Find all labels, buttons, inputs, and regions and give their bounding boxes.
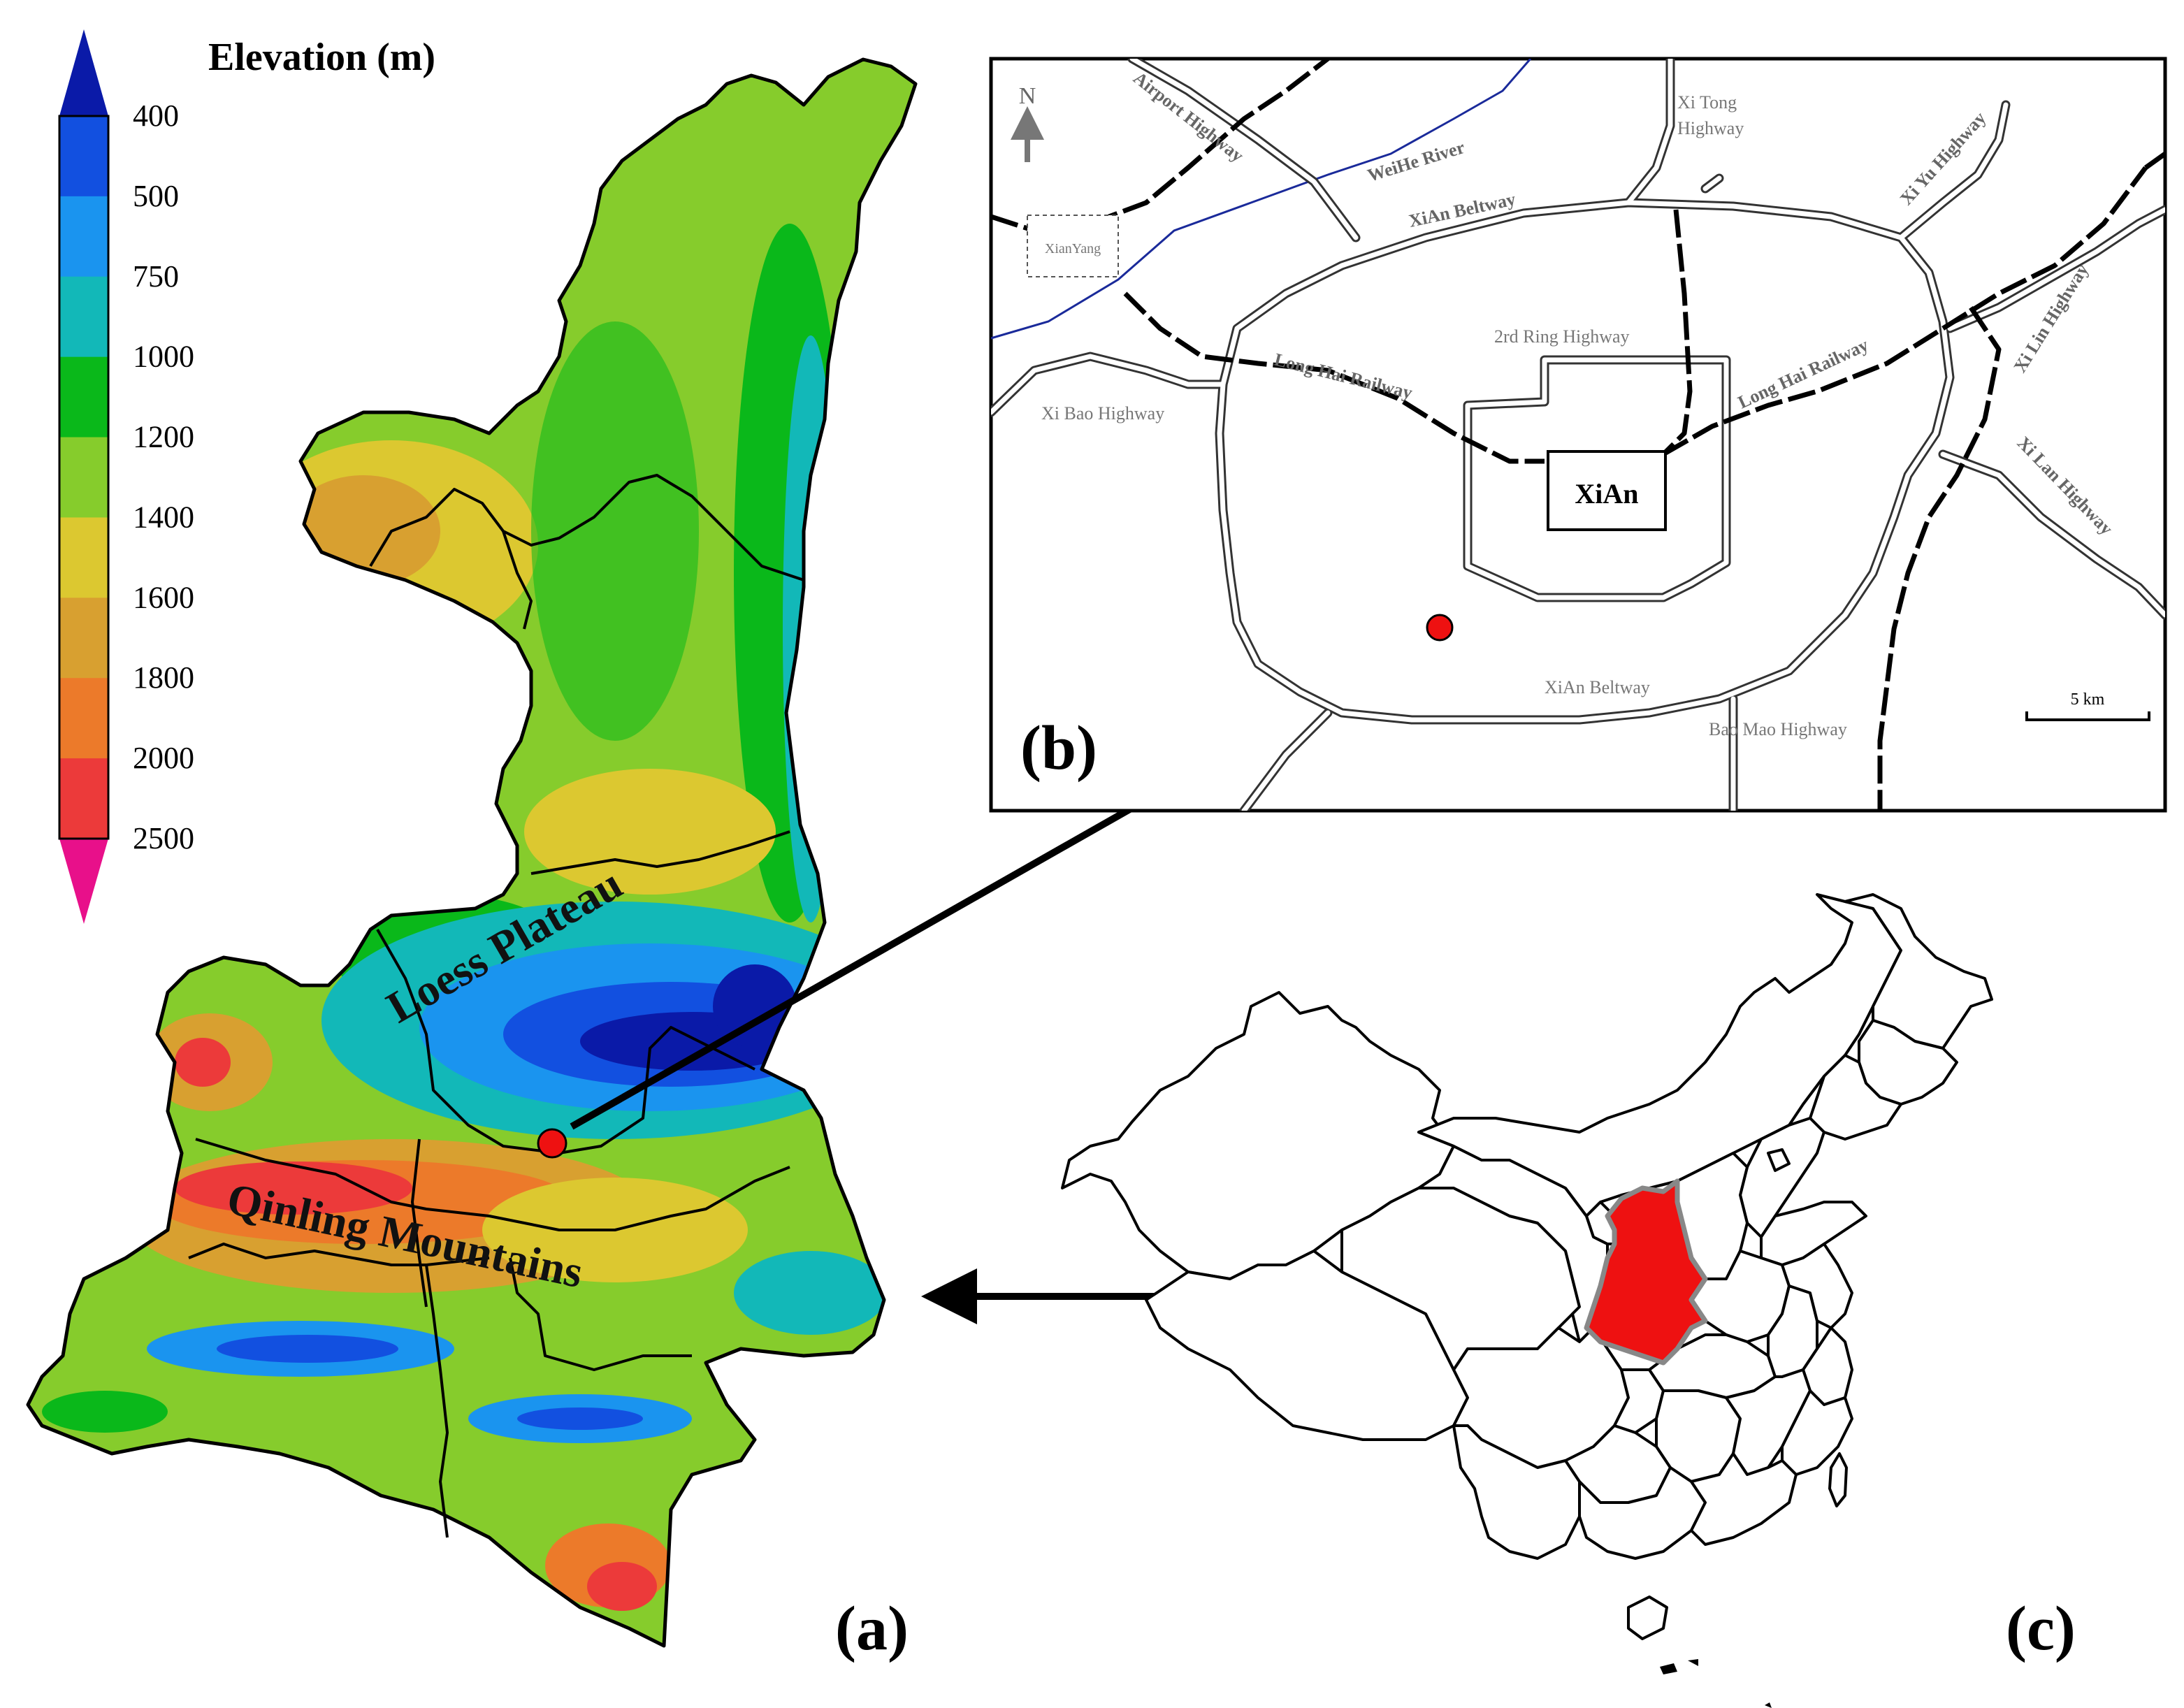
colorbar-tick-label: 2500 (133, 821, 194, 855)
panel-c-label: (c) (2006, 1594, 2076, 1663)
qinling-peaks (175, 1161, 412, 1215)
province-guangdong (1690, 1452, 1798, 1546)
xian-city-label: XiAn (1575, 478, 1638, 509)
highway-line-inner (991, 354, 1226, 415)
colorbar-top-triangle (59, 29, 108, 116)
panel-a-label: (a) (835, 1594, 909, 1663)
colorbar-tick-label: 1800 (133, 660, 194, 695)
panel-b-frame (989, 57, 2167, 813)
ankang-valley-core (517, 1407, 643, 1430)
highway-line-inner (1129, 59, 1359, 240)
province-jiangsu (1781, 1243, 1853, 1329)
province-shaanxi-highlight (1584, 1178, 1708, 1366)
hanzhong-valley-core (217, 1335, 398, 1363)
highways (991, 59, 2165, 811)
colorbar-tick-label: 1200 (133, 420, 194, 454)
north-label: N (1019, 83, 1036, 109)
highway-line-inner (1626, 59, 1673, 205)
highway-line-inner (1898, 102, 2009, 240)
label-xitong-2: Highway (1677, 118, 1744, 138)
highway-line-inner (1940, 451, 2165, 618)
colorbar-bottom-triangle (59, 839, 108, 924)
label-beltway-south: XiAn Beltway (1545, 677, 1650, 697)
xian-city-box (1547, 450, 1667, 531)
colorbar-tick-label: 2000 (133, 741, 194, 775)
southwest-valley (42, 1391, 168, 1433)
province-taiwan (1828, 1452, 1848, 1507)
colorbar-band (59, 116, 108, 197)
basin-east-lobe (713, 964, 797, 1048)
railway-line (1877, 306, 2002, 811)
scale-bar: 5 km (2025, 690, 2150, 721)
study-site-marker-b (1426, 614, 1454, 642)
colorbar-tick-label: 1600 (133, 580, 194, 614)
colorbar-tick-labels: 400 500 750 1000 1200 1400 1600 1800 2000 2500 (133, 99, 194, 855)
colorbar-tick-label: 1400 (133, 500, 194, 534)
colorbar-band (59, 598, 108, 679)
colorbar-tick-label: 750 (133, 259, 179, 294)
xianyang-label: XianYang (1045, 241, 1101, 256)
label-xitong-1: Xi Tong (1677, 92, 1737, 113)
elevation-colorbar: Elevation (m) 400 500 750 1000 1200 1400 1600 1… (58, 29, 435, 924)
colorbar-tick-label: 1000 (133, 340, 194, 374)
colorbar-band (59, 196, 108, 277)
province-yunnan (1452, 1424, 1581, 1560)
colorbar-band (59, 276, 108, 358)
highway-line-inner (1702, 175, 1722, 191)
panel-b-road-map: XiAn XianYang N 5 km Airport Highway Wei… (989, 57, 2167, 813)
railway-line (2143, 152, 2165, 170)
colorbar-bands (59, 116, 108, 839)
colorbar-band (59, 517, 108, 598)
colorbar-outline (58, 115, 110, 840)
colorbar-band (59, 437, 108, 518)
south-sea-islands (1660, 1659, 1772, 1708)
colorbar-band (59, 758, 108, 839)
label-ring2-highway: 2rd Ring Highway (1494, 326, 1630, 347)
colorbar-tick-label: 400 (133, 99, 179, 133)
panel-b-label: (b) (1020, 714, 1097, 783)
plateau-east-river (783, 335, 839, 922)
colorbar-band (59, 356, 108, 438)
railway-line (1662, 166, 2148, 457)
plateau-center-ridge (531, 321, 699, 741)
colorbar-tick-label: 500 (133, 179, 179, 213)
highway-line-inner (1465, 357, 1729, 600)
label-baomao-highway: Bao Mao Highway (1709, 719, 1847, 739)
highway-line-inner (1217, 200, 1953, 723)
railway-line (1123, 291, 1545, 464)
plateau-south-ridge (524, 769, 776, 895)
panel-c-china-map: (c) (1061, 893, 2076, 1708)
colorbar-band (59, 678, 108, 759)
province-beijing (1767, 1148, 1791, 1172)
east-valley (734, 1251, 888, 1335)
label-xibao-highway: Xi Bao Highway (1041, 403, 1164, 424)
highway-line-inner (1241, 710, 1331, 811)
west-highland-peak (175, 1038, 231, 1087)
study-site-marker (537, 1128, 567, 1159)
highway-line-inner (1947, 207, 2165, 331)
shaanxi-outline (26, 57, 918, 1648)
province-heilongjiang (1844, 893, 1993, 1050)
weihe-river (991, 59, 1532, 340)
province-fujian (1781, 1389, 1853, 1476)
colorbar-title: Elevation (m) (208, 36, 435, 79)
xianyang-box (1027, 215, 1119, 277)
railways (991, 59, 2165, 811)
daba-south-peak (587, 1562, 657, 1611)
railway-line (1661, 209, 1693, 456)
province-hainan (1627, 1595, 1668, 1640)
admin-boundaries (188, 474, 804, 1538)
scale-bar-label: 5 km (2071, 690, 2105, 709)
